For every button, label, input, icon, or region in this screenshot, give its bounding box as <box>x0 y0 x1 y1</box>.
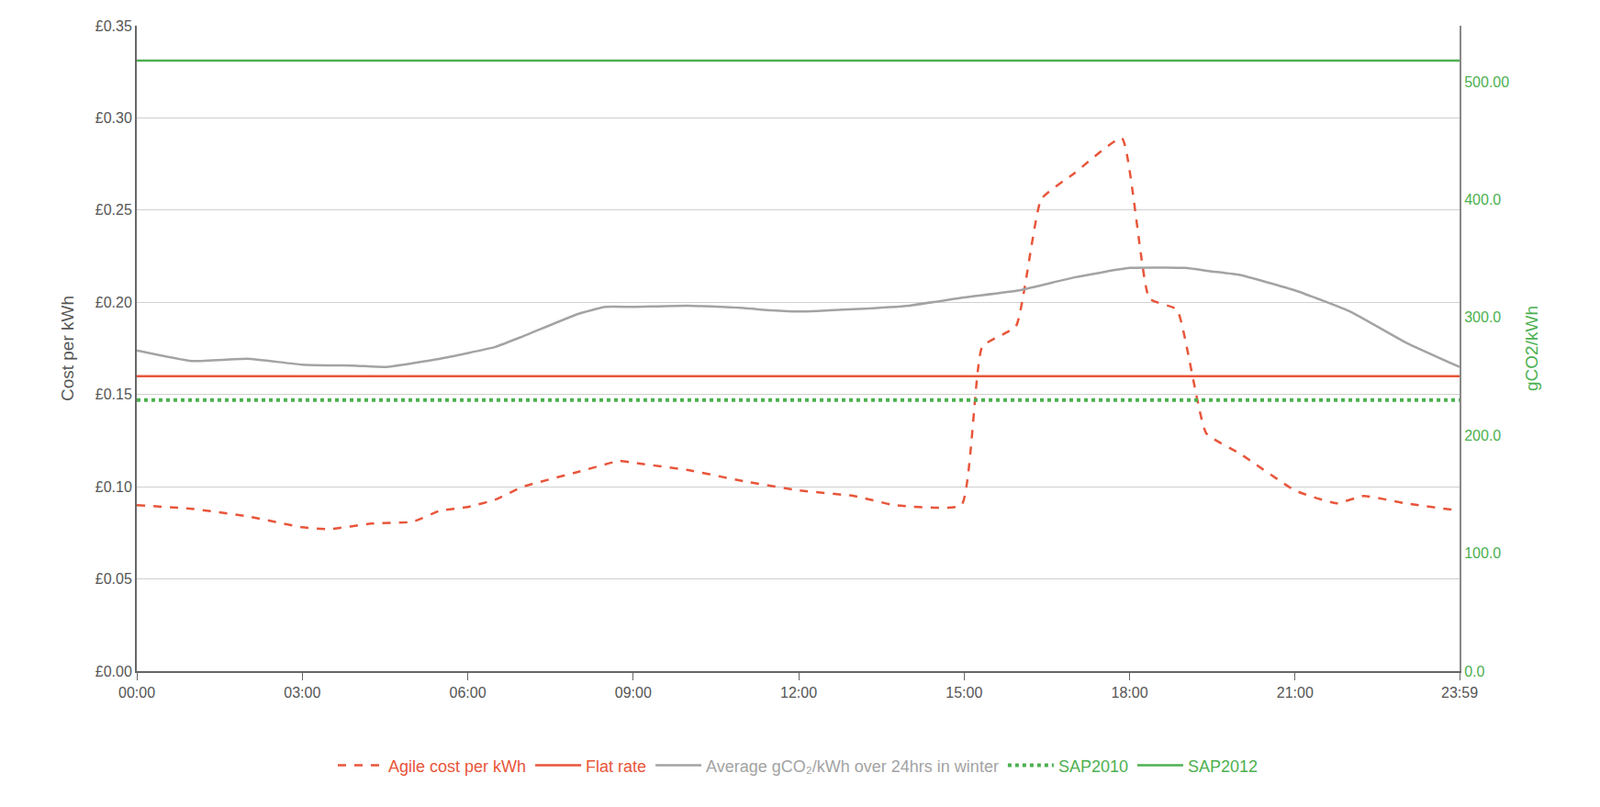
svg-text:£0.15: £0.15 <box>95 386 133 403</box>
svg-text:£0.20: £0.20 <box>95 294 133 311</box>
svg-text:400.0: 400.0 <box>1464 191 1501 208</box>
svg-text:Cost per kWh: Cost per kWh <box>57 295 78 402</box>
svg-text:SAP2012: SAP2012 <box>1187 757 1258 776</box>
svg-text:300.0: 300.0 <box>1464 309 1501 325</box>
svg-text:200.0: 200.0 <box>1464 427 1501 444</box>
svg-text:£0.10: £0.10 <box>95 479 133 495</box>
svg-text:09:00: 09:00 <box>615 684 652 701</box>
svg-text:03:00: 03:00 <box>283 684 321 701</box>
svg-text:£0.05: £0.05 <box>95 570 133 587</box>
svg-text:Average gCO₂/kWh over 24hrs in: Average gCO₂/kWh over 24hrs in winter <box>705 757 999 776</box>
svg-text:£0.35: £0.35 <box>95 18 133 34</box>
svg-text:500.00: 500.00 <box>1464 74 1510 90</box>
svg-text:Flat rate: Flat rate <box>585 757 647 776</box>
svg-text:23:59: 23:59 <box>1441 684 1478 701</box>
svg-text:0.0: 0.0 <box>1464 663 1485 680</box>
svg-text:21:00: 21:00 <box>1276 684 1314 701</box>
svg-text:Agile cost per kWh: Agile cost per kWh <box>388 757 526 776</box>
svg-text:06:00: 06:00 <box>448 684 486 701</box>
svg-text:SAP2010: SAP2010 <box>1058 757 1129 776</box>
svg-text:100.0: 100.0 <box>1464 545 1501 561</box>
svg-text:£0.30: £0.30 <box>95 110 133 126</box>
svg-text:15:00: 15:00 <box>945 684 983 701</box>
svg-text:12:00: 12:00 <box>780 684 817 701</box>
svg-text:£0.00: £0.00 <box>95 663 133 680</box>
svg-text:18:00: 18:00 <box>1110 684 1148 701</box>
svg-text:gCO2/kWh: gCO2/kWh <box>1521 305 1542 392</box>
svg-text:00:00: 00:00 <box>118 684 156 701</box>
svg-text:£0.25: £0.25 <box>95 201 133 218</box>
